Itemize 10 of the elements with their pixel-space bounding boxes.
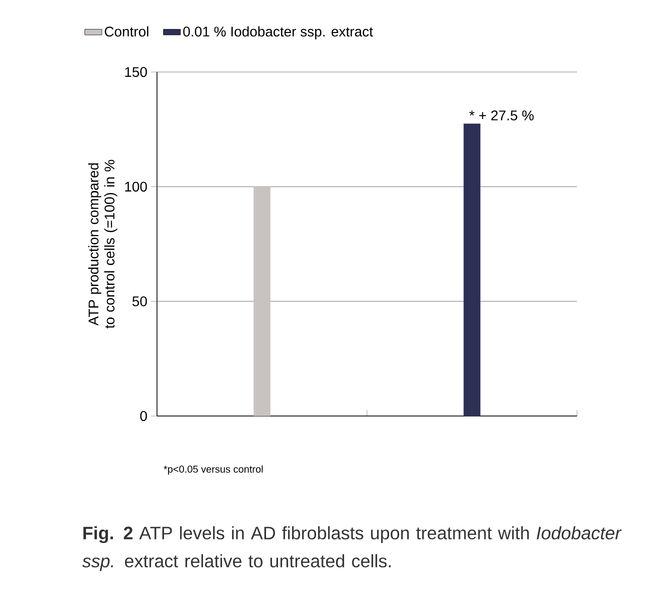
annotation: * + 27.5 % xyxy=(469,110,534,120)
y-tick-label: 100 xyxy=(125,182,147,192)
y-tick-label: 50 xyxy=(132,296,147,306)
y-tick-label: 150 xyxy=(125,67,147,77)
text: Fig. 2 ATP levels in AD fibroblasts upon treatment with Iodobacter ssp. extract relative to untreated cells. xyxy=(82,526,622,571)
legend-label: Control xyxy=(104,26,148,37)
text: *p<0.05 versus control xyxy=(164,465,263,475)
y-tick-label: 0 xyxy=(140,411,147,421)
legend-label: 0.01 % Iodobacter ssp. extract xyxy=(183,26,373,40)
y-axis-title: ATP production compared to control cells (=100) in % xyxy=(88,160,118,328)
